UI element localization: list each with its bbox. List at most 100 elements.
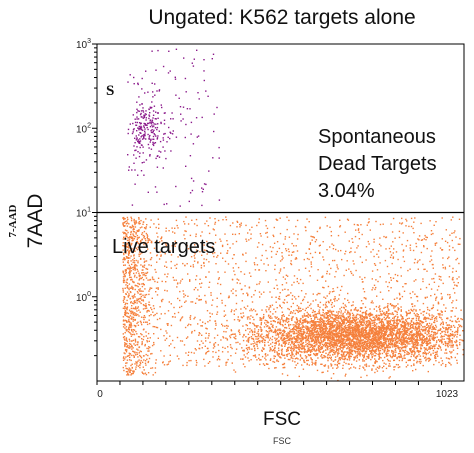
live-event-point xyxy=(368,315,371,317)
live-event-point xyxy=(319,351,322,353)
live-event-point xyxy=(354,367,357,369)
live-event-point xyxy=(187,273,189,275)
live-event-point xyxy=(369,333,371,335)
live-event-point xyxy=(296,280,298,283)
live-event-point xyxy=(185,230,187,233)
live-event-point xyxy=(299,310,301,313)
live-event-point xyxy=(265,330,267,332)
live-event-point xyxy=(386,326,388,328)
live-event-point xyxy=(390,245,392,247)
live-event-point xyxy=(369,327,371,329)
live-event-point xyxy=(330,311,332,313)
live-event-point xyxy=(304,267,307,269)
live-event-point xyxy=(201,347,203,349)
live-event-point xyxy=(338,332,340,334)
live-event-point xyxy=(401,318,403,320)
live-event-point xyxy=(415,309,417,311)
live-event-point xyxy=(404,345,407,348)
live-event-point xyxy=(372,316,374,319)
live-event-point xyxy=(225,216,227,218)
live-event-point xyxy=(243,350,245,352)
live-event-point xyxy=(283,337,285,339)
live-event-point xyxy=(281,317,283,319)
live-event-point xyxy=(284,340,287,342)
live-event-point xyxy=(325,333,328,335)
live-event-point xyxy=(258,218,260,220)
live-event-point xyxy=(423,326,425,328)
live-event-point xyxy=(329,334,332,336)
live-event-point xyxy=(165,281,167,283)
live-event-point xyxy=(292,324,294,326)
live-event-point xyxy=(373,339,375,342)
live-event-point xyxy=(425,328,427,330)
live-event-point xyxy=(437,313,439,315)
live-event-point xyxy=(292,353,294,355)
live-event-point xyxy=(352,340,355,343)
live-event-point xyxy=(288,320,290,323)
live-event-point xyxy=(355,326,357,328)
live-event-point xyxy=(335,336,337,338)
live-event-point xyxy=(322,311,324,314)
live-event-point xyxy=(400,330,402,333)
live-event-point xyxy=(349,344,351,346)
live-event-point xyxy=(412,325,414,327)
live-event-point xyxy=(267,354,269,356)
live-event-point xyxy=(361,312,364,314)
scatter-points xyxy=(122,48,464,382)
live-event-point xyxy=(214,241,217,244)
live-event-point xyxy=(425,317,427,319)
live-event-point xyxy=(325,335,327,338)
live-event-point xyxy=(299,354,302,356)
live-event-point xyxy=(315,348,318,350)
live-event-point xyxy=(322,320,325,322)
live-event-point xyxy=(357,331,359,333)
live-event-point xyxy=(374,331,377,333)
live-event-point xyxy=(319,319,321,322)
live-event-point xyxy=(170,343,172,345)
live-event-point xyxy=(422,334,424,337)
live-event-point xyxy=(292,357,294,360)
live-event-point xyxy=(412,324,414,326)
live-event-point xyxy=(374,355,377,357)
live-event-point xyxy=(375,333,377,335)
live-event-point xyxy=(338,335,341,338)
live-event-point xyxy=(438,329,440,331)
live-event-point xyxy=(338,322,340,325)
live-event-point xyxy=(281,363,284,366)
live-event-point xyxy=(441,318,443,321)
live-event-point xyxy=(355,346,358,349)
live-event-point xyxy=(338,339,340,341)
live-event-point xyxy=(391,351,393,353)
live-event-point xyxy=(331,333,334,335)
live-event-point xyxy=(307,313,309,315)
live-event-point xyxy=(341,328,343,331)
live-event-point xyxy=(355,330,358,333)
live-event-point xyxy=(312,331,314,334)
live-event-point xyxy=(371,356,373,358)
live-event-point xyxy=(346,326,348,329)
live-event-point xyxy=(354,325,356,327)
live-event-point xyxy=(401,316,404,318)
live-event-point xyxy=(329,329,331,331)
live-event-point xyxy=(413,323,416,325)
live-event-point xyxy=(303,347,305,349)
live-event-point xyxy=(149,252,152,254)
live-event-point xyxy=(190,265,192,267)
live-event-point xyxy=(422,329,424,331)
live-event-point xyxy=(351,334,353,336)
live-event-point xyxy=(308,270,310,272)
live-event-point xyxy=(386,321,388,324)
live-event-point xyxy=(323,338,325,340)
live-event-point xyxy=(426,341,428,343)
live-event-point xyxy=(377,349,379,351)
live-event-point xyxy=(309,350,312,352)
live-event-point xyxy=(355,334,357,336)
live-event-point xyxy=(411,346,413,348)
live-event-point xyxy=(418,329,421,332)
live-event-point xyxy=(391,356,394,358)
live-event-point xyxy=(387,323,389,326)
live-event-point xyxy=(274,328,276,331)
live-event-point xyxy=(397,329,400,331)
live-event-point xyxy=(345,269,347,271)
live-event-point xyxy=(319,318,321,320)
